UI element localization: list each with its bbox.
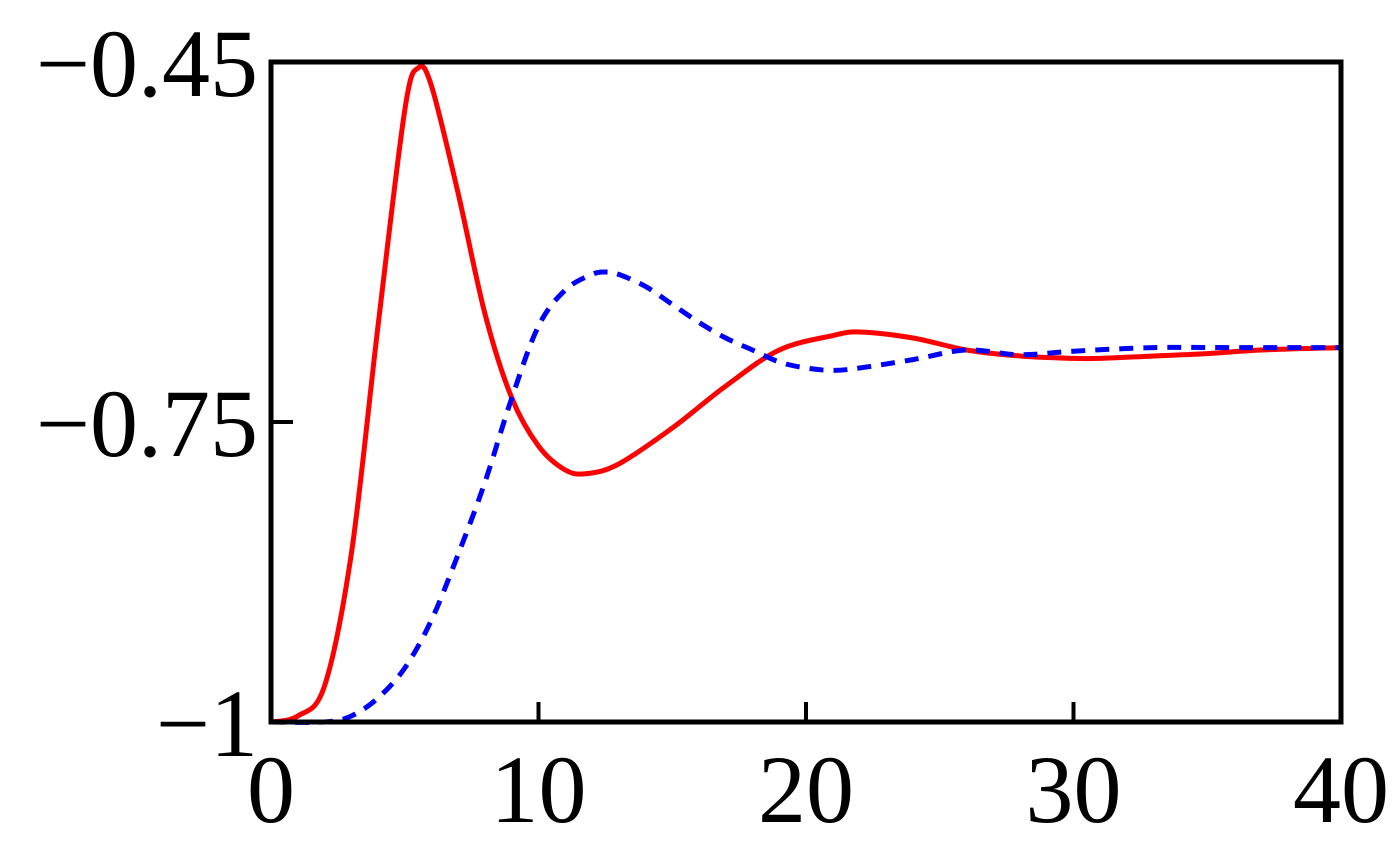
series-layer [270, 63, 1342, 725]
x-tick-label: 30 [1026, 736, 1122, 843]
x-tick-label: 0 [247, 736, 295, 843]
y-axis-ticks: −1 −0.75 −0.45 [36, 10, 293, 777]
y-tick-label: −0.45 [36, 10, 258, 117]
x-axis-ticks: 0 10 20 30 40 [247, 702, 1389, 843]
plot-frame [268, 59, 1344, 725]
x-tick-label: 10 [491, 736, 587, 843]
y-tick-label: −0.75 [36, 370, 258, 477]
x-tick-label: 40 [1293, 736, 1389, 843]
x-tick-label: 20 [758, 736, 854, 843]
series-1-line [270, 63, 1342, 725]
y-tick-label: −1 [156, 670, 258, 777]
